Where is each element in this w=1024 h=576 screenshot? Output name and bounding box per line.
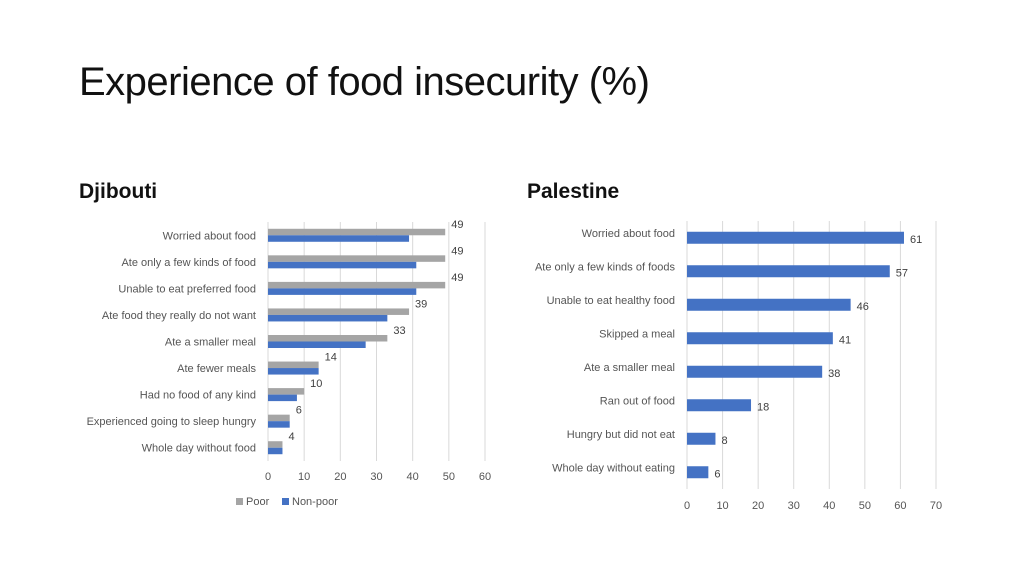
palestine-category-label-hungry-but-did-not-eat: Hungry but did not eat: [567, 429, 675, 441]
djibouti-x-tick-label: 50: [443, 471, 455, 483]
djibouti-bar-poor-unable-to-eat-preferred-food: [268, 281, 446, 289]
djibouti-data-label: 49: [451, 272, 463, 284]
djibouti-category-label-ate-only-a-few-kinds-of-food: Ate only a few kinds of food: [121, 257, 256, 269]
legend-label-nonpoor: Non-poor: [292, 496, 338, 508]
palestine-x-tick-label: 0: [684, 500, 690, 512]
djibouti-bar-poor-whole-day-without-food: [268, 441, 283, 448]
djibouti-bar-nonpoor-ate-only-a-few-kinds-of-food: [268, 261, 417, 269]
palestine-data-label: 18: [757, 401, 769, 413]
djibouti-data-label: 33: [393, 325, 405, 337]
palestine-chart: 0 10 20 30 40 50 60 70 Worried about food 61 Ate o…: [535, 221, 942, 512]
djibouti-category-label-worried-about-food: Worried about food: [163, 230, 256, 242]
djibouti-category-label-had-no-food-of-any-kind: Had no food of any kind: [140, 390, 256, 402]
djibouti-category-label-ate-food-they-really-do-not-want: Ate food they really do not want: [102, 310, 256, 322]
djibouti-chart-title: Djibouti: [79, 180, 158, 203]
djibouti-data-label: 49: [451, 219, 463, 231]
palestine-bar-unable-to-eat-healthy-food: [687, 298, 851, 311]
palestine-bar-worried-about-food: [687, 231, 904, 244]
djibouti-category-label-experienced-going-to-sleep-hungry: Experienced going to sleep hungry: [87, 416, 257, 428]
palestine-x-tick-label: 20: [752, 500, 764, 512]
palestine-data-label: 41: [839, 334, 851, 346]
djibouti-category-label-whole-day-without-food: Whole day without food: [142, 443, 256, 455]
palestine-category-label-ate-only-a-few-kinds-of-foods: Ate only a few kinds of foods: [535, 261, 676, 273]
palestine-data-label: 8: [721, 435, 727, 447]
djibouti-data-label: 6: [296, 405, 302, 417]
palestine-bar-ate-a-smaller-meal: [687, 365, 823, 378]
djibouti-bar-nonpoor-worried-about-food: [268, 235, 410, 242]
djibouti-x-tick-label: 40: [407, 471, 419, 483]
palestine-x-tick-label: 10: [716, 500, 728, 512]
djibouti-bar-poor-had-no-food-of-any-kind: [268, 388, 305, 395]
djibouti-data-label: 10: [310, 378, 322, 390]
palestine-bar-whole-day-without-eating: [687, 466, 709, 479]
page-title: Experience of food insecurity (%): [79, 60, 650, 104]
djibouti-bar-nonpoor-experienced-going-to-sleep-hungry: [268, 421, 290, 428]
djibouti-data-label: 39: [415, 298, 427, 310]
palestine-category-label-ran-out-of-food: Ran out of food: [600, 395, 675, 407]
legend-label-poor: Poor: [246, 496, 270, 508]
palestine-data-label: 57: [896, 267, 908, 279]
djibouti-x-tick-label: 20: [334, 471, 346, 483]
djibouti-bar-nonpoor-whole-day-without-food: [268, 447, 283, 455]
djibouti-bar-nonpoor-ate-food-they-really-do-not-want: [268, 314, 388, 322]
palestine-data-label: 61: [910, 234, 922, 246]
djibouti-x-tick-label: 30: [370, 471, 382, 483]
palestine-category-label-whole-day-without-eating: Whole day without eating: [552, 462, 675, 474]
djibouti-x-tick-label: 10: [298, 471, 310, 483]
djibouti-bar-nonpoor-had-no-food-of-any-kind: [268, 394, 297, 402]
djibouti-bar-nonpoor-ate-fewer-meals: [268, 368, 319, 375]
djibouti-bar-poor-ate-only-a-few-kinds-of-food: [268, 255, 446, 262]
djibouti-bar-poor-ate-food-they-really-do-not-want: [268, 308, 410, 315]
palestine-bar-ran-out-of-food: [687, 399, 752, 412]
palestine-chart-title: Palestine: [527, 180, 620, 203]
palestine-x-tick-label: 30: [788, 500, 800, 512]
palestine-category-label-skipped-a-meal: Skipped a meal: [599, 328, 675, 340]
djibouti-category-label-unable-to-eat-preferred-food: Unable to eat preferred food: [118, 283, 256, 295]
palestine-x-tick-label: 70: [930, 500, 942, 512]
legend-swatch-nonpoor: [282, 498, 289, 505]
palestine-category-label-unable-to-eat-healthy-food: Unable to eat healthy food: [547, 295, 675, 307]
djibouti-data-label: 49: [451, 245, 463, 257]
djibouti-bar-poor-ate-a-smaller-meal: [268, 335, 388, 342]
legend-swatch-poor: [236, 498, 243, 505]
djibouti-bar-poor-experienced-going-to-sleep-hungry: [268, 414, 290, 422]
palestine-data-label: 38: [828, 368, 840, 380]
palestine-x-tick-label: 40: [823, 500, 835, 512]
djibouti-data-label: 4: [288, 431, 294, 443]
djibouti-x-tick-label: 60: [479, 471, 491, 483]
djibouti-x-tick-label: 0: [265, 471, 271, 483]
palestine-bar-hungry-but-did-not-eat: [687, 432, 716, 445]
djibouti-category-label-ate-a-smaller-meal: Ate a smaller meal: [165, 337, 256, 349]
djibouti-bar-poor-ate-fewer-meals: [268, 361, 319, 369]
djibouti-bar-nonpoor-unable-to-eat-preferred-food: [268, 288, 417, 295]
palestine-bar-ate-only-a-few-kinds-of-foods: [687, 265, 890, 278]
palestine-data-label: 46: [857, 301, 869, 313]
palestine-x-tick-label: 50: [859, 500, 871, 512]
palestine-category-label-worried-about-food: Worried about food: [582, 228, 675, 240]
palestine-x-tick-label: 60: [894, 500, 906, 512]
djibouti-data-label: 14: [325, 352, 337, 364]
djibouti-chart: 0 10 20 30 40 50 60 Worried about food 49 Ate onl…: [87, 219, 492, 508]
palestine-category-label-ate-a-smaller-meal: Ate a smaller meal: [584, 362, 675, 374]
palestine-data-label: 6: [714, 468, 720, 480]
djibouti-bar-nonpoor-ate-a-smaller-meal: [268, 341, 366, 348]
djibouti-bar-poor-worried-about-food: [268, 228, 446, 236]
djibouti-category-label-ate-fewer-meals: Ate fewer meals: [177, 363, 256, 375]
palestine-bar-skipped-a-meal: [687, 332, 833, 345]
